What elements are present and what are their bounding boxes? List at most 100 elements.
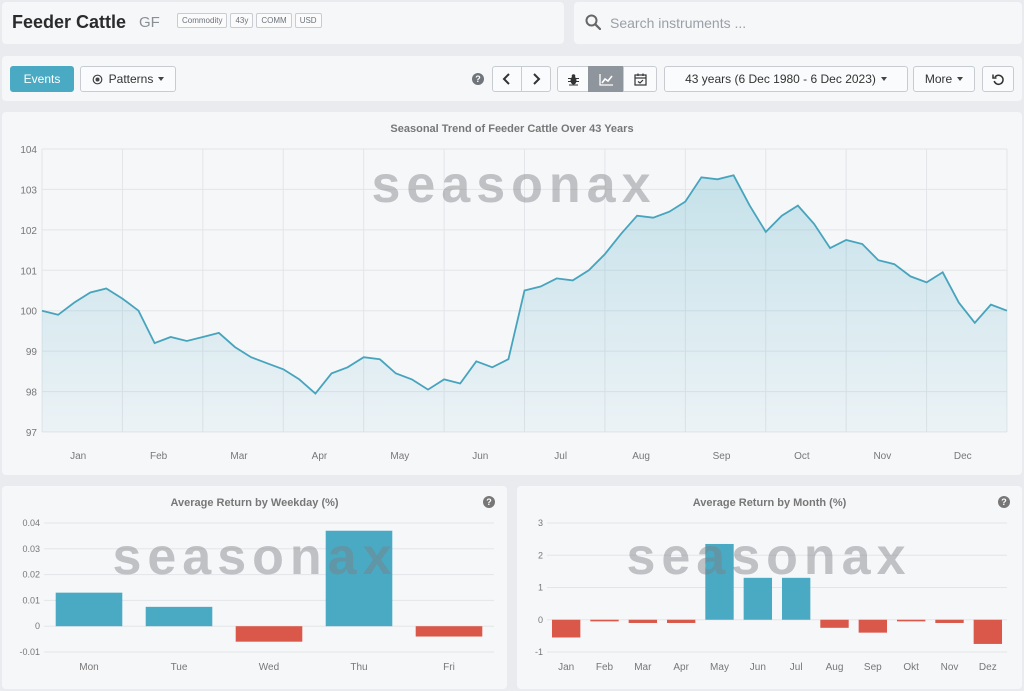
target-icon — [92, 74, 103, 84]
y-tick-label: 0.01 — [22, 595, 40, 605]
instrument-header: Feeder Cattle GF Commodity 43y COMM USD — [2, 2, 564, 44]
chevron-left-icon — [502, 73, 510, 85]
bar — [743, 577, 773, 620]
more-dropdown[interactable]: More — [913, 66, 975, 92]
x-tick-label: Sep — [713, 451, 731, 462]
y-tick-label: 100 — [20, 307, 37, 318]
bar — [551, 619, 581, 638]
bug-icon — [567, 73, 579, 85]
instrument-symbol: GF — [139, 14, 160, 31]
toolbar: Events Patterns ? — [2, 56, 1022, 101]
instrument-tags: Commodity 43y COMM USD — [177, 13, 322, 28]
bar — [935, 619, 964, 623]
x-tick-label: Dez — [979, 662, 997, 673]
search-box[interactable]: Search instruments ... — [574, 2, 1022, 44]
line-chart-button[interactable] — [588, 66, 624, 92]
search-input[interactable]: Search instruments ... — [610, 15, 747, 31]
events-label: Events — [23, 72, 61, 86]
time-range-label: 43 years (6 Dec 1980 - 6 Dec 2023) — [685, 72, 876, 86]
caret-down-icon — [957, 77, 964, 81]
patterns-dropdown[interactable]: Patterns — [80, 66, 176, 92]
reset-button[interactable] — [982, 66, 1014, 92]
x-tick-label: Jan — [70, 451, 86, 462]
trend-line — [41, 174, 1008, 395]
x-tick-label: Aug — [826, 662, 844, 673]
previous-button[interactable] — [492, 66, 522, 92]
x-tick-label: Mon — [79, 662, 98, 673]
y-tick-label: 98 — [26, 388, 38, 399]
x-tick-label: Tue — [171, 662, 188, 673]
help-icon[interactable]: ? — [472, 73, 484, 85]
x-tick-label: Feb — [150, 451, 168, 462]
y-tick-label: 101 — [20, 266, 37, 277]
x-tick-label: Aug — [632, 451, 650, 462]
bar — [896, 619, 926, 622]
y-tick-label: 1 — [538, 583, 543, 593]
y-tick-label: 0.02 — [22, 570, 40, 580]
y-tick-label: -1 — [535, 647, 543, 657]
watermark-logo: seasonax — [626, 528, 911, 586]
bar — [325, 530, 393, 627]
x-tick-label: Jul — [554, 451, 567, 462]
instrument-title: Feeder Cattle — [12, 12, 127, 32]
events-button[interactable]: Events — [10, 66, 74, 92]
more-label: More — [924, 72, 953, 86]
x-tick-label: Mar — [634, 662, 652, 673]
tag-currency: USD — [294, 13, 322, 28]
x-tick-label: Jun — [472, 451, 488, 462]
y-tick-label: 0.03 — [22, 544, 40, 554]
y-tick-label: 0 — [35, 621, 40, 631]
x-tick-label: Wed — [259, 662, 279, 673]
weekday-return-plot[interactable]: -0.01 0 0.01 0.02 0.03 0.04 Mon Tue Wed Thu Fri sea… — [2, 486, 507, 689]
calendar-button[interactable] — [623, 66, 657, 92]
calendar-check-icon — [633, 73, 647, 86]
help-icon[interactable]: ? — [998, 496, 1010, 508]
bar — [415, 626, 483, 637]
x-tick-label: Apr — [312, 451, 328, 462]
bar — [858, 619, 888, 633]
x-tick-label: Mar — [230, 451, 248, 462]
next-button[interactable] — [521, 66, 551, 92]
bar — [973, 619, 1003, 644]
x-tick-label: Okt — [903, 662, 919, 673]
chevron-right-icon — [533, 73, 541, 85]
y-tick-label: 3 — [538, 518, 543, 528]
tag-exchange: COMM — [256, 13, 292, 28]
x-tick-label: May — [390, 451, 409, 462]
y-tick-label: 103 — [20, 185, 37, 196]
month-return-plot[interactable]: -1 0 1 2 3 Jan Feb Mar Apr May Jun Jul Aug Sep Okt Nov D… — [517, 486, 1022, 689]
x-tick-label: Thu — [350, 662, 367, 673]
x-tick-label: Sep — [864, 662, 882, 673]
y-tick-label: 104 — [20, 145, 37, 156]
seasonal-trend-chart: Seasonal Trend of Feeder Cattle Over 43 … — [2, 112, 1022, 475]
tag-asset-class: Commodity — [177, 13, 228, 28]
bar — [235, 626, 303, 642]
bar — [705, 543, 734, 620]
month-return-chart: Average Return by Month (%) ? -1 0 1 2 3 Jan F… — [517, 486, 1022, 689]
caret-down-icon — [158, 77, 165, 81]
x-tick-label: Fri — [443, 662, 455, 673]
y-tick-label: 102 — [20, 226, 37, 237]
help-icon[interactable]: ? — [483, 496, 495, 508]
bar — [590, 619, 619, 622]
tag-years: 43y — [230, 13, 254, 28]
x-tick-label: Apr — [673, 662, 689, 673]
bar — [820, 619, 849, 628]
line-chart-icon — [598, 73, 613, 86]
bar — [781, 577, 811, 620]
reset-icon — [991, 74, 1004, 85]
bar — [55, 592, 123, 627]
x-tick-label: May — [710, 662, 729, 673]
bug-view-button[interactable] — [557, 66, 589, 92]
x-tick-label: Nov — [873, 451, 891, 462]
y-tick-label: 0 — [538, 615, 543, 625]
y-tick-label: 99 — [26, 347, 38, 358]
trend-area — [42, 175, 1007, 433]
x-tick-label: Jan — [558, 662, 574, 673]
x-tick-label: Nov — [941, 662, 959, 673]
time-range-dropdown[interactable]: 43 years (6 Dec 1980 - 6 Dec 2023) — [664, 66, 908, 92]
chart-title: Average Return by Weekday (%) — [170, 497, 339, 509]
watermark-logo: seasonax — [371, 156, 656, 214]
caret-down-icon — [880, 77, 887, 81]
seasonal-trend-plot[interactable]: 97 98 99 100 101 102 103 104 Jan Feb Mar Apr May Jun J… — [2, 112, 1022, 475]
